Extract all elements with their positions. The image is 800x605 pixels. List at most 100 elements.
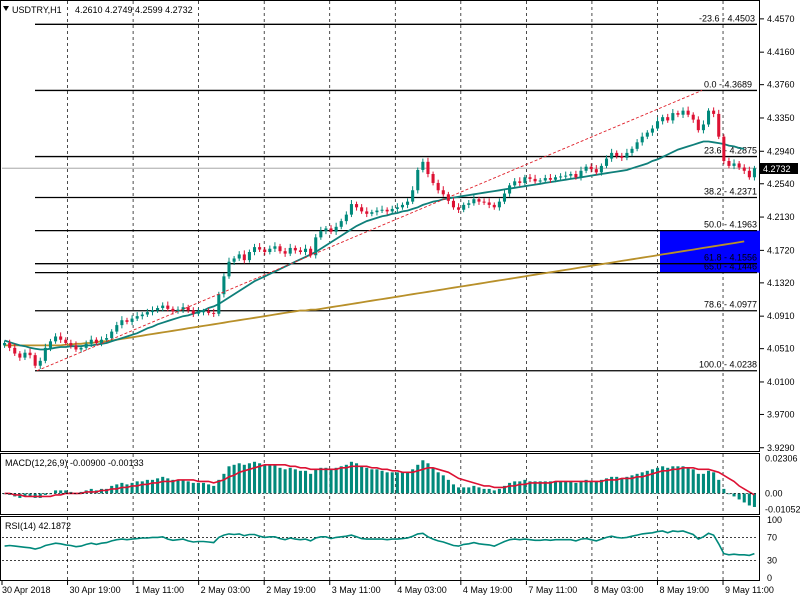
candle-body <box>288 247 292 254</box>
candle-body <box>569 174 573 176</box>
macd-bar <box>242 464 246 494</box>
candle-body <box>732 163 736 166</box>
candle-body <box>666 117 670 121</box>
rsi-axis-label: 70 <box>767 532 777 542</box>
macd-bar <box>140 481 144 494</box>
candle-body <box>268 248 272 252</box>
macd-bar <box>661 466 665 494</box>
candle-body <box>252 247 257 252</box>
candle-body <box>691 114 695 120</box>
macd-bar <box>304 470 308 494</box>
price-label: 4.4570 <box>767 14 795 24</box>
time-label: 8 May 19:00 <box>659 585 709 595</box>
macd-bar <box>732 493 736 497</box>
candle-body <box>584 166 588 171</box>
macd-bar <box>293 469 297 494</box>
candle-body <box>686 110 690 115</box>
price-label: 4.1320 <box>767 278 795 288</box>
macd-bar <box>406 472 410 494</box>
candle-body <box>574 174 578 178</box>
macd-bar <box>48 493 52 495</box>
candle-body <box>115 325 119 332</box>
candle-body <box>171 308 175 312</box>
macd-bar <box>349 461 353 494</box>
candle-body <box>186 307 190 311</box>
candle-body <box>487 202 491 205</box>
macd-bar <box>263 464 267 494</box>
macd-bar <box>727 493 731 495</box>
macd-bar <box>43 493 47 495</box>
macd-bar <box>737 493 741 500</box>
time-label: 4 May 19:00 <box>463 585 513 595</box>
macd-bar <box>421 460 425 494</box>
fib-label: 0.0 - 4.3689 <box>704 79 752 89</box>
candle-body <box>247 251 251 261</box>
macd-bar <box>156 478 160 494</box>
candle-body <box>324 228 328 231</box>
macd-bar <box>360 466 364 494</box>
macd-bar <box>717 479 721 494</box>
macd-bar <box>258 463 262 494</box>
macd-bar <box>691 469 695 494</box>
macd-bar <box>538 481 542 494</box>
macd-bar <box>497 488 501 494</box>
macd-bar <box>681 466 685 494</box>
macd-bar <box>446 479 450 494</box>
macd-bar <box>431 467 435 494</box>
rsi-pane-border <box>0 516 760 581</box>
rsi-axis-label: 100 <box>767 515 782 525</box>
fib-label: 78.6 - 4.0977 <box>704 300 757 310</box>
candle-body <box>416 169 420 191</box>
macd-signal-line <box>4 464 755 498</box>
candle-body <box>304 248 308 252</box>
macd-bar <box>696 473 700 494</box>
candle-body <box>99 339 104 343</box>
macd-bar <box>273 464 277 494</box>
macd-bar <box>528 481 532 494</box>
macd-bar <box>655 467 660 494</box>
macd-bar <box>650 469 654 494</box>
candle-body <box>538 180 542 182</box>
candle-body <box>69 342 73 346</box>
macd-bar <box>324 467 328 494</box>
macd-bar <box>451 484 455 494</box>
macd-bar <box>186 481 190 494</box>
candle-body <box>457 207 461 210</box>
candle-body <box>620 156 624 158</box>
candle-body <box>467 203 471 205</box>
main-pane-border <box>0 0 760 452</box>
fib-label: 23.6 - 4.2875 <box>704 146 757 156</box>
macd-bar <box>400 472 404 494</box>
macd-bar <box>130 482 134 494</box>
macd-bar <box>329 469 333 494</box>
candle-body <box>365 211 369 214</box>
candle-body <box>752 168 756 178</box>
macd-bar <box>477 487 481 494</box>
candle-body <box>48 341 52 348</box>
candle-body <box>309 248 313 256</box>
candle-body <box>518 181 522 183</box>
macd-bar <box>227 466 231 494</box>
macd-bar <box>196 482 200 494</box>
candle-body <box>176 309 180 312</box>
candle-body <box>64 339 68 343</box>
rsi-axis-label: 30 <box>767 556 777 566</box>
macd-bar <box>23 493 27 497</box>
time-label: 30 Apr 2018 <box>2 585 51 595</box>
candle-body <box>712 110 716 114</box>
candle-body <box>477 199 481 202</box>
candle-body <box>181 307 185 310</box>
candle-body <box>747 170 751 178</box>
candle-body <box>528 177 532 179</box>
candle-body <box>355 204 359 208</box>
collapse-arrow-icon[interactable] <box>3 6 9 11</box>
macd-bar <box>722 488 726 494</box>
candle-body <box>564 175 568 177</box>
macd-bar <box>28 493 32 497</box>
candle-body <box>38 360 42 366</box>
macd-bar <box>252 461 257 494</box>
macd-bar <box>375 469 379 494</box>
time-label: 2 May 19:00 <box>266 585 316 595</box>
macd-bar <box>278 467 282 494</box>
time-label: 1 May 11:00 <box>135 585 184 595</box>
